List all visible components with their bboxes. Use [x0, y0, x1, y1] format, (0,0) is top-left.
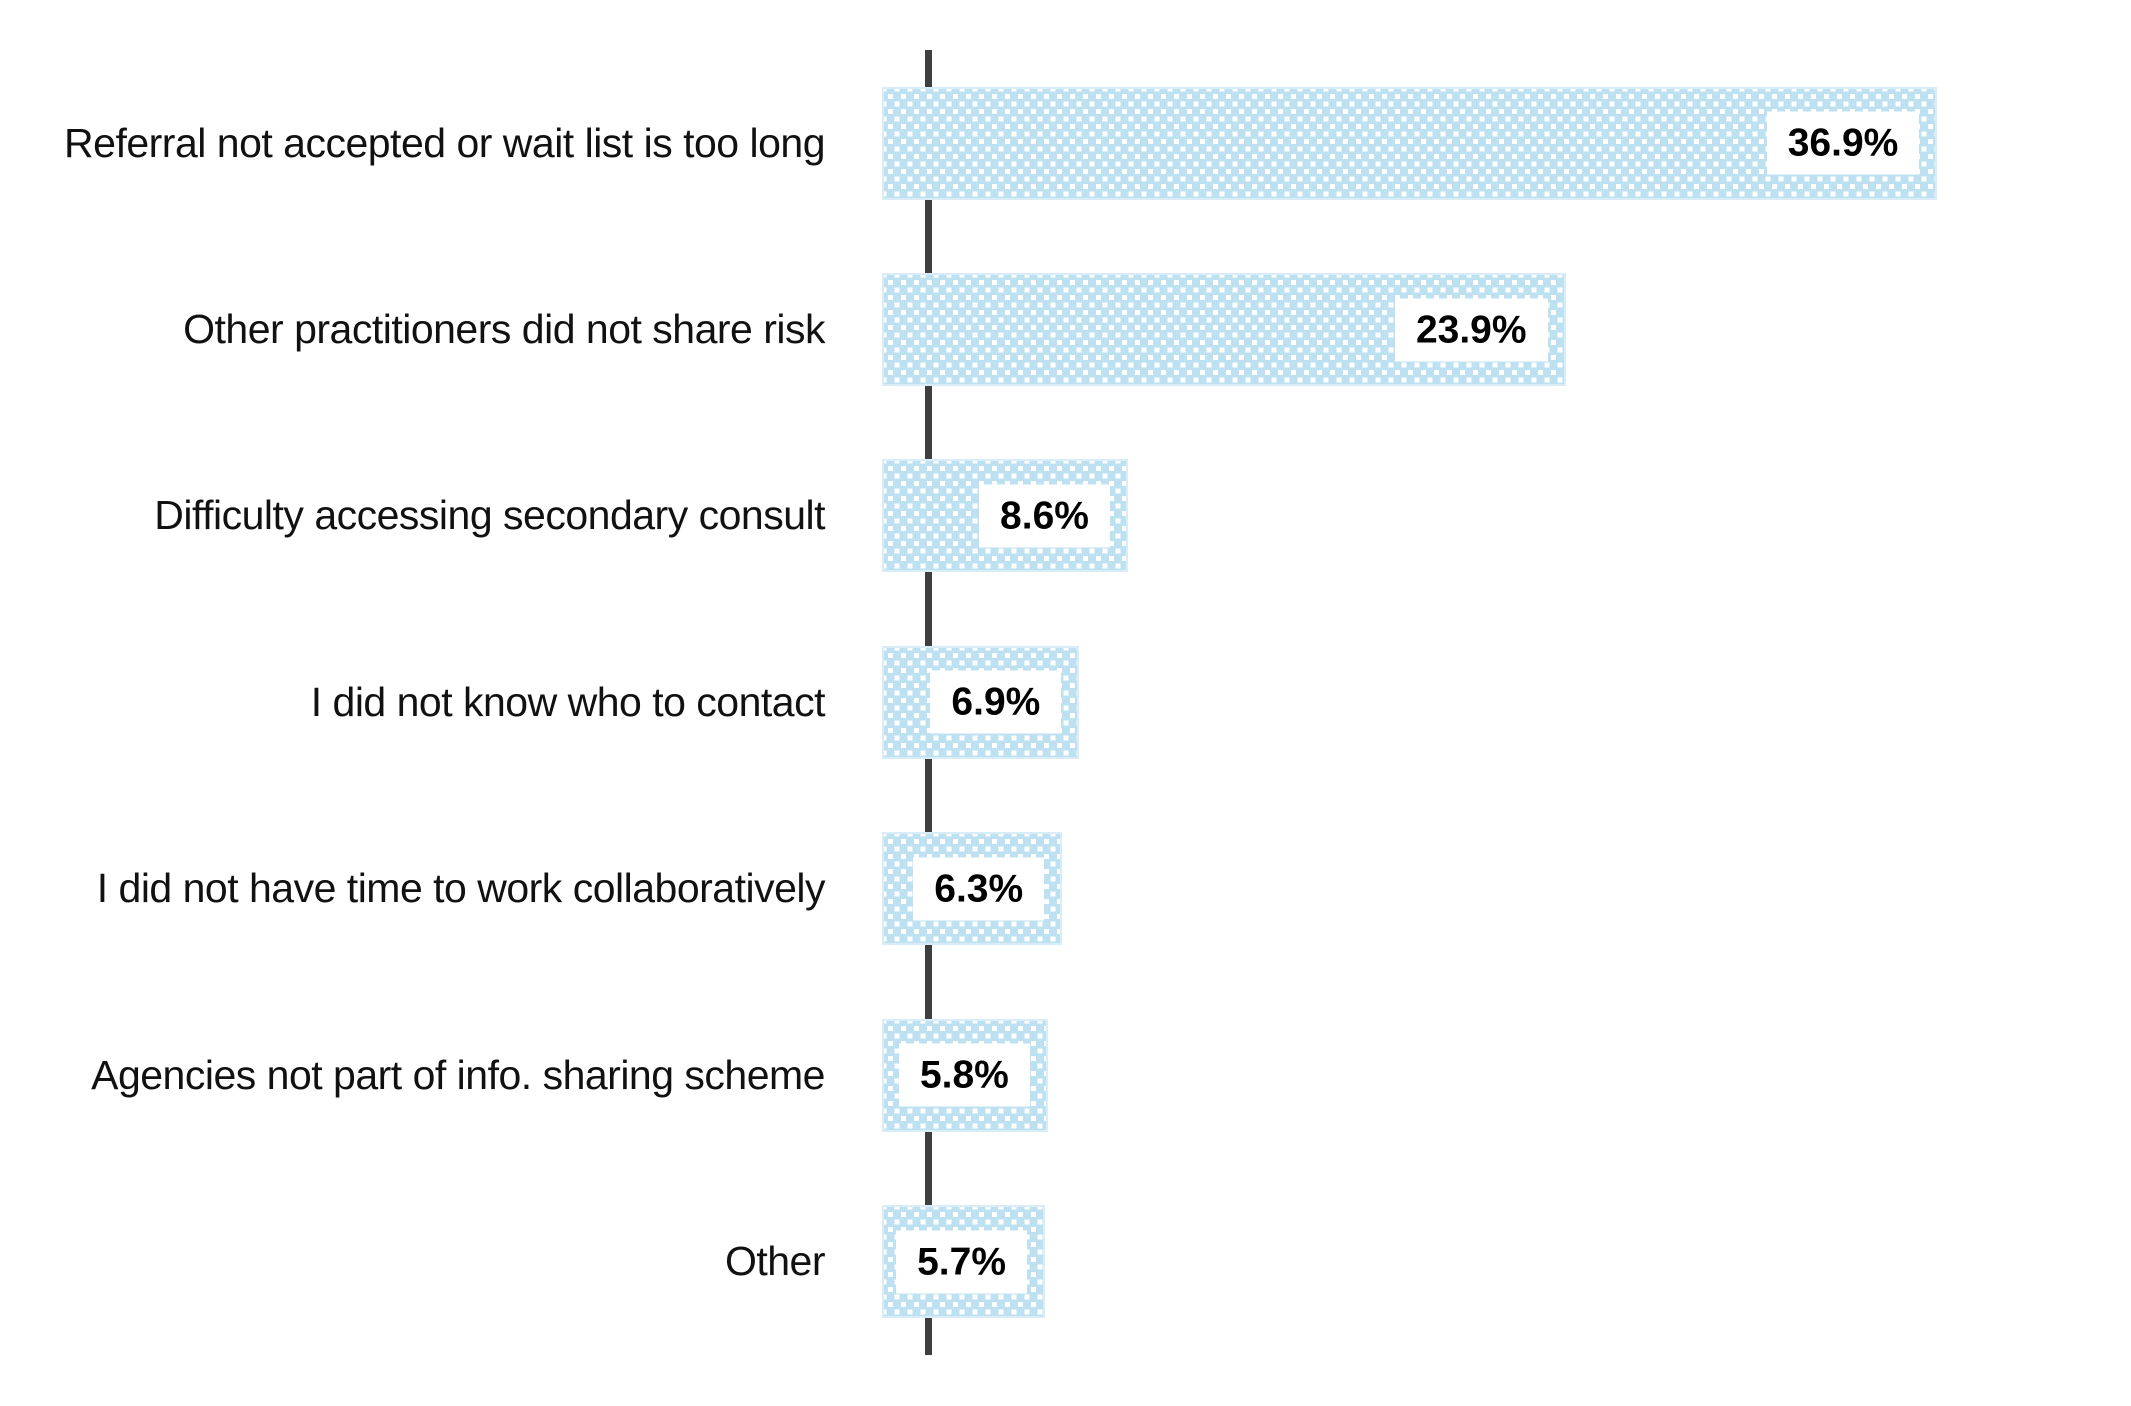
bar-area: 6.3% — [882, 832, 2131, 946]
bar-area: 36.9% — [882, 86, 2131, 200]
bar-area: 8.6% — [882, 459, 2131, 573]
value-label: 23.9% — [1394, 298, 1548, 362]
category-label: I did not know who to contact — [310, 678, 826, 725]
category-label: Other — [724, 1238, 826, 1285]
value-label: 36.9% — [1766, 111, 1920, 175]
category-label: I did not have time to work collaborativ… — [96, 865, 826, 912]
bar-row: Referral not accepted or wait list is to… — [0, 50, 2131, 236]
bar: 6.3% — [882, 832, 1063, 946]
category-label: Difficulty accessing secondary consult — [154, 492, 825, 539]
value-label: 6.3% — [913, 857, 1045, 921]
bar-row: I did not have time to work collaborativ… — [0, 796, 2131, 982]
value-label: 8.6% — [979, 484, 1110, 548]
bar-row: Difficulty accessing secondary consult 8… — [0, 423, 2131, 609]
bar: 36.9% — [882, 86, 1938, 200]
bar: 5.7% — [882, 1205, 1046, 1319]
bar: 23.9% — [882, 273, 1566, 387]
category-label: Agencies not part of info. sharing schem… — [91, 1051, 825, 1098]
bar-row: Other 5.7% — [0, 1168, 2131, 1354]
bar: 6.9% — [882, 645, 1080, 759]
bar-area: 23.9% — [882, 273, 2131, 387]
value-label: 6.9% — [930, 670, 1062, 734]
category-label: Other practitioners did not share risk — [183, 306, 825, 353]
bar: 8.6% — [882, 459, 1128, 573]
bar: 5.8% — [882, 1018, 1048, 1132]
chart-rows: Referral not accepted or wait list is to… — [0, 50, 2131, 1355]
bar-area: 5.8% — [882, 1018, 2131, 1132]
bar-row: Agencies not part of info. sharing schem… — [0, 982, 2131, 1168]
value-label: 5.7% — [896, 1230, 1028, 1294]
bar-row: I did not know who to contact 6.9% — [0, 609, 2131, 795]
category-label: Referral not accepted or wait list is to… — [64, 119, 825, 166]
bar-area: 6.9% — [882, 645, 2131, 759]
bar-area: 5.7% — [882, 1205, 2131, 1319]
value-label: 5.8% — [898, 1043, 1030, 1107]
bar-row: Other practitioners did not share risk 2… — [0, 236, 2131, 422]
